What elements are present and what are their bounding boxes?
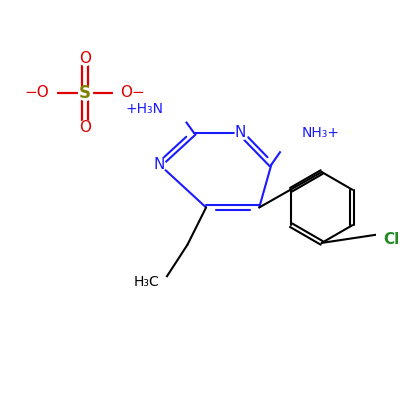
Text: S: S xyxy=(79,84,91,102)
Text: O−: O− xyxy=(120,85,145,100)
Text: Cl: Cl xyxy=(383,232,400,247)
Text: +H₃N: +H₃N xyxy=(125,102,163,116)
Text: H₃C: H₃C xyxy=(134,275,160,289)
Text: NH₃+: NH₃+ xyxy=(301,126,339,140)
Text: N: N xyxy=(154,157,165,172)
Text: −O: −O xyxy=(25,85,50,100)
Text: N: N xyxy=(235,125,246,140)
Text: O: O xyxy=(79,51,91,66)
Text: O: O xyxy=(79,120,91,135)
